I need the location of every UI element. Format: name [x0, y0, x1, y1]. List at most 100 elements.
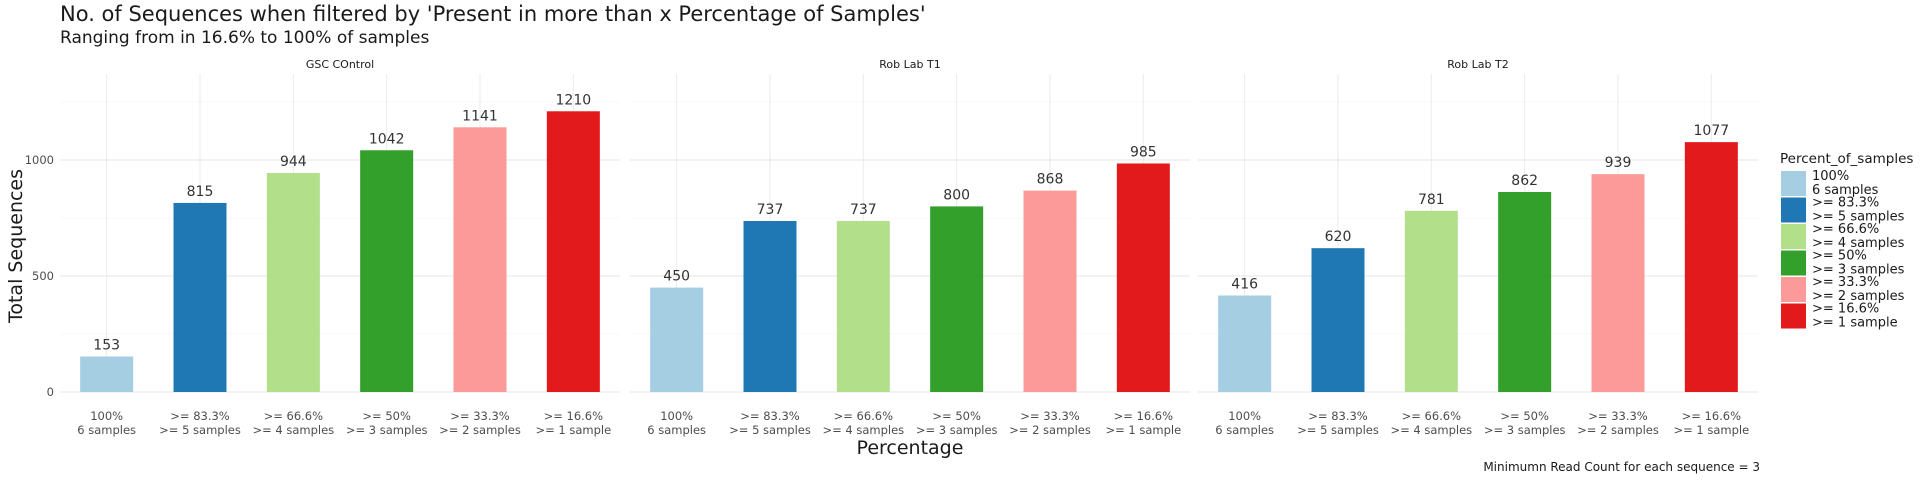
x-tick-label: >= 16.6%	[1114, 409, 1174, 423]
bar-value-label: 737	[850, 202, 877, 218]
legend-swatch	[1781, 303, 1806, 329]
y-tick-label: 0	[47, 385, 54, 399]
bar	[546, 111, 600, 392]
legend-swatch	[1781, 197, 1806, 223]
bar	[173, 202, 227, 392]
bar	[1498, 192, 1552, 392]
legend-label: >= 1 sample	[1812, 316, 1898, 331]
x-tick-label: 6 samples	[647, 423, 706, 437]
legend-label: >= 83.3%	[1812, 196, 1879, 211]
bar-value-label: 1141	[462, 108, 498, 124]
x-tick-label: >= 4 samples	[1390, 423, 1472, 437]
x-tick-label: 6 samples	[77, 423, 136, 437]
legend-label: >= 50%	[1812, 249, 1867, 264]
y-tick-label: 1000	[25, 153, 54, 167]
legend-label: >= 5 samples	[1812, 210, 1905, 225]
x-tick-label: >= 3 samples	[916, 423, 998, 437]
bar-value-label: 944	[280, 154, 307, 170]
x-tick-label: 6 samples	[1215, 423, 1274, 437]
x-tick-label: >= 5 samples	[159, 423, 241, 437]
x-tick-label: >= 3 samples	[346, 423, 428, 437]
legend-label: >= 2 samples	[1812, 289, 1905, 304]
panel-background	[60, 74, 620, 392]
x-tick-label: >= 33.3%	[1020, 409, 1080, 423]
x-tick-label: >= 2 samples	[1577, 423, 1659, 437]
x-tick-label: >= 5 samples	[1297, 423, 1379, 437]
legend-label: >= 66.6%	[1812, 222, 1879, 237]
bar-value-label: 1077	[1694, 123, 1730, 139]
x-tick-label: >= 33.3%	[450, 409, 510, 423]
legend-swatch	[1781, 224, 1806, 249]
chart-title: No. of Sequences when filtered by 'Prese…	[60, 2, 926, 26]
bar-value-label: 153	[93, 338, 120, 354]
x-tick-label: >= 50%	[932, 409, 981, 423]
bar	[1218, 295, 1272, 392]
facet-label: Rob Lab T1	[879, 58, 940, 71]
bar-value-label: 620	[1325, 229, 1352, 245]
bar-value-label: 800	[943, 187, 970, 203]
bar-value-label: 939	[1605, 155, 1632, 171]
legend-label: 6 samples	[1812, 183, 1879, 198]
y-tick-label: 500	[32, 269, 54, 283]
x-tick-label: >= 2 samples	[439, 423, 521, 437]
x-tick-label: >= 1 sample	[1105, 423, 1181, 437]
legend-swatch	[1781, 250, 1806, 276]
x-tick-label: >= 66.6%	[1402, 409, 1462, 423]
bar-value-label: 781	[1418, 192, 1445, 208]
bar-value-label: 737	[757, 202, 784, 218]
bar	[1404, 210, 1458, 392]
x-tick-label: >= 4 samples	[822, 423, 904, 437]
x-tick-label: >= 50%	[1500, 409, 1549, 423]
bar-value-label: 985	[1130, 144, 1157, 160]
y-axis-title: Total Sequences	[5, 169, 27, 324]
chart-subtitle: Ranging from in 16.6% to 100% of samples	[60, 28, 430, 48]
bar	[1023, 190, 1077, 392]
bar	[930, 206, 984, 392]
x-tick-label: >= 83.3%	[740, 409, 800, 423]
chart-caption: Minimumn Read Count for each sequence = …	[1483, 460, 1760, 474]
x-tick-label: >= 16.6%	[544, 409, 604, 423]
bar-value-label: 815	[187, 184, 214, 200]
x-tick-label: >= 4 samples	[252, 423, 334, 437]
x-tick-label: >= 66.6%	[264, 409, 324, 423]
bar-value-label: 868	[1037, 172, 1064, 188]
x-tick-label: >= 1 sample	[535, 423, 611, 437]
bar	[80, 356, 134, 392]
bar-value-label: 862	[1511, 173, 1538, 189]
x-tick-label: 100%	[90, 409, 123, 423]
bar	[453, 127, 507, 393]
x-tick-label: >= 66.6%	[834, 409, 894, 423]
bar	[1116, 163, 1170, 392]
bar-value-label: 1042	[369, 131, 405, 147]
x-axis-title: Percentage	[857, 437, 964, 459]
legend-label: >= 33.3%	[1812, 275, 1879, 290]
x-tick-label: 100%	[660, 409, 693, 423]
x-tick-label: >= 50%	[362, 409, 411, 423]
bar-value-label: 1210	[556, 92, 592, 108]
x-tick-label: >= 3 samples	[1484, 423, 1566, 437]
legend-label: >= 4 samples	[1812, 236, 1905, 251]
legend-label: 100%	[1812, 169, 1849, 184]
legend-label: >= 16.6%	[1812, 302, 1879, 317]
legend-label: >= 3 samples	[1812, 263, 1905, 278]
x-tick-label: >= 33.3%	[1588, 409, 1648, 423]
facet-label: Rob Lab T2	[1447, 58, 1508, 71]
bar	[1591, 174, 1645, 392]
x-tick-label: >= 16.6%	[1682, 409, 1742, 423]
bar-value-label: 416	[1231, 276, 1258, 292]
legend-swatch	[1781, 277, 1806, 302]
x-tick-label: >= 5 samples	[729, 423, 811, 437]
bar	[650, 287, 704, 392]
panel-background	[630, 74, 1190, 392]
x-tick-label: >= 1 sample	[1673, 423, 1749, 437]
bar	[360, 150, 414, 392]
bar	[266, 172, 320, 392]
x-tick-label: >= 83.3%	[170, 409, 230, 423]
x-tick-label: >= 2 samples	[1009, 423, 1091, 437]
bar	[1311, 248, 1365, 392]
facet-label: GSC COntrol	[306, 58, 374, 71]
legend-title: Percent_of_samples	[1780, 151, 1913, 167]
panel-background	[1198, 74, 1758, 392]
bar	[743, 221, 797, 392]
